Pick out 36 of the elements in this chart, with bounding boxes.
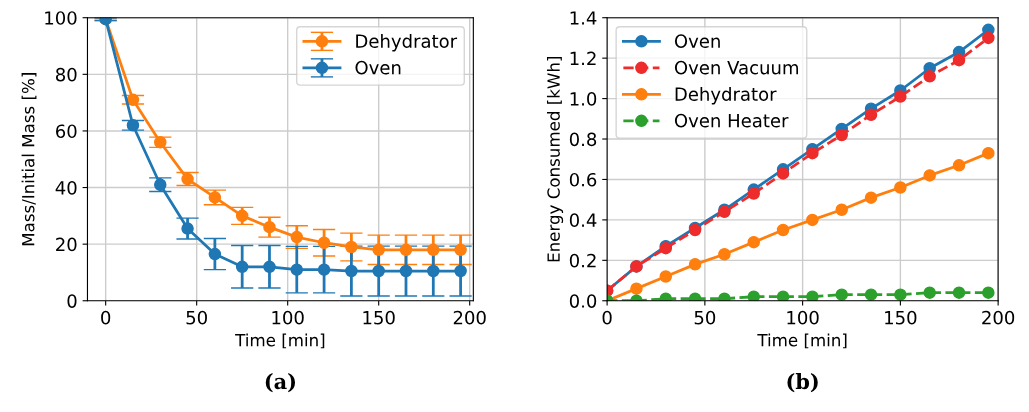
text: (b) [787, 373, 818, 393]
y-tick-label: 100 [45, 11, 77, 25]
legend-label: Dehydrator [356, 33, 458, 52]
y-tick-label: 1.4 [570, 11, 597, 25]
x-tick-label: 50 [694, 310, 716, 325]
y-tick-label: 0.6 [569, 172, 597, 187]
y-tick-label: 40 [55, 181, 77, 195]
x-tick-label: 150 [885, 310, 917, 325]
x-tick-label: 150 [363, 310, 395, 325]
y-tick-label: 60 [56, 124, 77, 139]
y-tick-label: 20 [56, 237, 77, 252]
y-tick-label: 0.4 [569, 213, 597, 228]
legend-label: Oven Heater [674, 113, 789, 128]
legend-label: Oven [355, 60, 401, 75]
y-tick-label: 0.2 [569, 253, 596, 268]
y-axis-title: Energy Consumed [kWh] [546, 56, 564, 262]
y-tick-label: 80 [55, 67, 77, 82]
x-tick-label: 100 [787, 310, 819, 325]
x-tick-label: 100 [272, 310, 304, 325]
x-tick-label: 0 [101, 310, 111, 325]
x-axis-title: Time [min] [757, 333, 847, 349]
y-tick-label: 0.0 [569, 294, 597, 308]
y-tick-label: 1.2 [570, 51, 596, 66]
text: (a) [265, 373, 296, 393]
x-tick-label: 200 [453, 310, 486, 325]
y-tick-label: 0.8 [569, 132, 597, 147]
y-axis-title: Mass/Initial Mass [%] [21, 73, 37, 246]
x-tick-label: 200 [982, 310, 1015, 325]
y-tick-label: 0 [67, 294, 77, 308]
x-axis-title: Time [min] [235, 333, 325, 349]
x-tick-label: 50 [186, 310, 207, 325]
legend-label: Oven [674, 34, 720, 48]
legend-label: Oven Vacuum [674, 60, 798, 75]
y-tick-label: 1.0 [570, 92, 597, 106]
x-tick-label: 0 [602, 310, 612, 325]
legend-label: Dehydrator [675, 86, 777, 105]
